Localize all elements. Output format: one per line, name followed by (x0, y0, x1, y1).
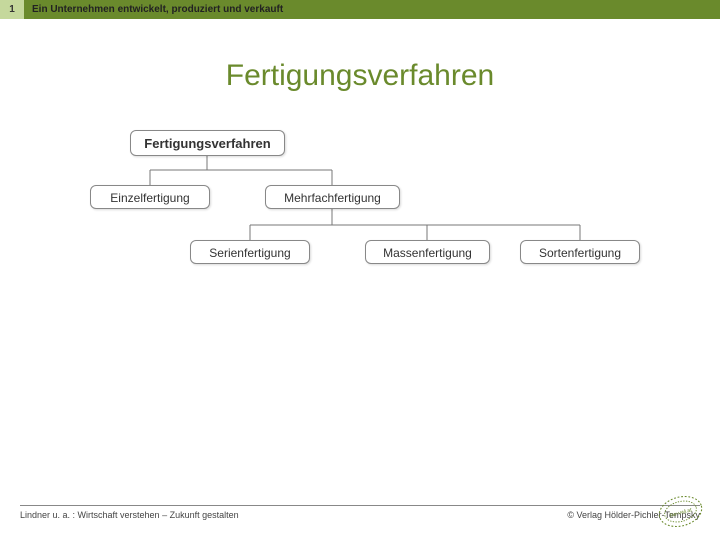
publisher-logo-icon: bw-vwl.at (653, 489, 708, 534)
node-root: Fertigungsverfahren (130, 130, 285, 156)
svg-text:bw-vwl.at: bw-vwl.at (669, 507, 693, 519)
page-title: Fertigungsverfahren (0, 59, 720, 93)
org-diagram: Fertigungsverfahren Einzelfertigung Mehrfa… (90, 130, 620, 300)
node-mehr: Mehrfachfertigung (265, 185, 400, 209)
node-masse: Massenfertigung (365, 240, 490, 264)
chapter-number: 1 (0, 0, 24, 19)
footer: Lindner u. a. : Wirtschaft verstehen – Z… (20, 505, 700, 520)
chapter-title: Ein Unternehmen entwickelt, produziert u… (24, 0, 720, 19)
node-serie: Serienfertigung (190, 240, 310, 264)
node-sorte: Sortenfertigung (520, 240, 640, 264)
footer-divider (20, 505, 700, 506)
footer-left: Lindner u. a. : Wirtschaft verstehen – Z… (20, 510, 239, 520)
header-bar: 1 Ein Unternehmen entwickelt, produziert… (0, 0, 720, 19)
node-einzel: Einzelfertigung (90, 185, 210, 209)
